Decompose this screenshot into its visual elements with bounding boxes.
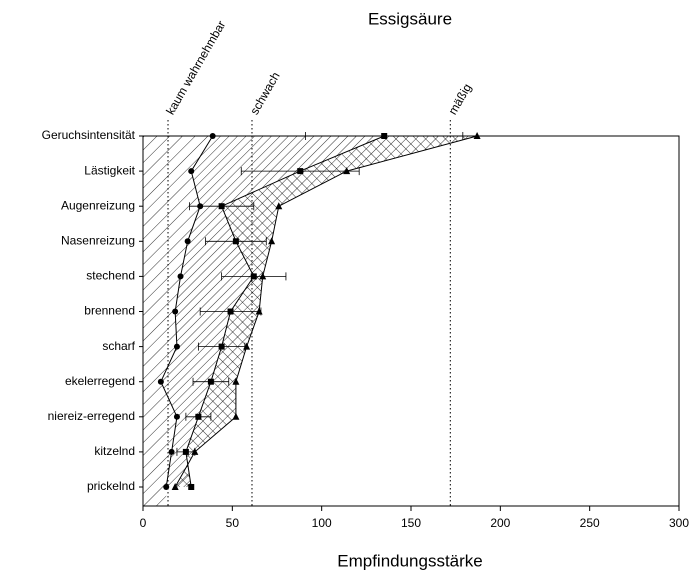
category-label: stechend	[86, 269, 135, 283]
marker	[207, 378, 214, 385]
category-label: niereiz-erregend	[48, 409, 135, 423]
marker	[171, 483, 179, 490]
marker	[250, 273, 257, 280]
hatch-area	[160, 136, 385, 487]
reference-label: kaum wahrnehmbar	[163, 18, 228, 117]
category-label: ekelerregend	[65, 374, 135, 388]
chart-title: Essigsäure	[368, 9, 452, 28]
marker	[259, 272, 267, 280]
marker	[182, 448, 189, 455]
category-label: brennend	[84, 304, 135, 318]
marker	[381, 133, 388, 139]
x-tick-label: 0	[140, 516, 147, 530]
category-label: Augenreizung	[61, 198, 135, 212]
category-label: scharf	[102, 339, 135, 353]
marker	[343, 167, 351, 175]
marker	[195, 413, 202, 420]
category-label: kitzelnd	[94, 444, 135, 458]
marker	[188, 484, 195, 490]
marker	[232, 412, 240, 420]
x-tick-label: 150	[401, 516, 421, 530]
reference-label: mäßig	[446, 81, 475, 117]
marker	[173, 343, 180, 350]
marker	[243, 342, 251, 350]
x-tick-label: 200	[490, 516, 510, 530]
category-label: prickelnd	[87, 479, 135, 493]
x-tick-label: 300	[669, 516, 689, 530]
x-tick-label: 50	[226, 516, 240, 530]
category-label: Geruchsintensität	[42, 128, 136, 142]
hatch-area	[175, 136, 478, 487]
x-axis-label: Empfindungsstärke	[337, 551, 483, 570]
marker	[157, 378, 164, 385]
hatch-area	[143, 136, 213, 506]
marker	[177, 273, 184, 280]
marker	[218, 343, 225, 350]
marker	[173, 413, 180, 420]
marker	[232, 377, 240, 385]
category-label: Nasenreizung	[61, 233, 135, 247]
marker	[232, 238, 239, 245]
marker	[191, 447, 199, 455]
marker	[188, 168, 195, 175]
marker	[184, 238, 191, 245]
marker	[268, 237, 276, 245]
marker	[227, 308, 234, 315]
marker	[172, 308, 179, 315]
marker	[473, 132, 481, 139]
x-tick-label: 100	[312, 516, 332, 530]
marker	[197, 203, 204, 210]
category-label: Lästigkeit	[84, 163, 135, 177]
marker	[218, 203, 225, 210]
marker	[209, 133, 216, 139]
marker	[275, 202, 283, 210]
x-tick-label: 250	[580, 516, 600, 530]
marker	[163, 484, 170, 490]
marker	[297, 168, 304, 175]
reference-label: schwach	[247, 70, 282, 117]
marker	[168, 448, 175, 455]
marker	[255, 307, 263, 315]
